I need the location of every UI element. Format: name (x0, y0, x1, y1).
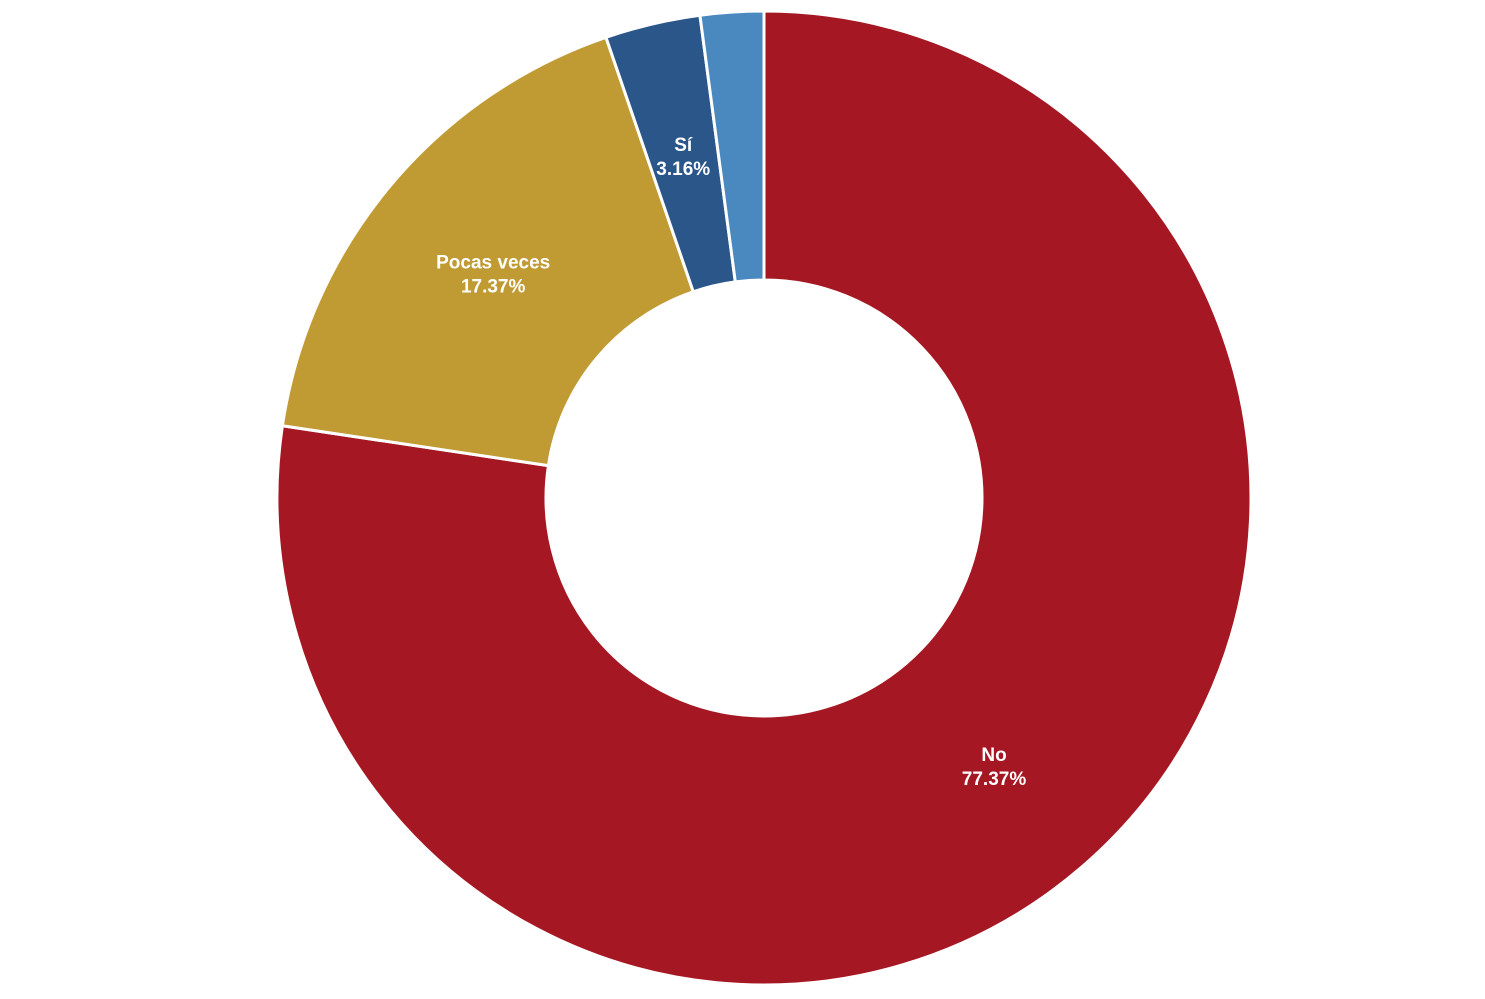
slice-category-label: Sí (674, 135, 693, 156)
slices-layer (275, 9, 1253, 987)
labels-layer: No 77.37% Pocas veces 17.37% Sí 3.16% (436, 135, 1026, 790)
slice-label-pocas-veces: Pocas veces 17.37% (436, 252, 550, 297)
slice-category-label: No (981, 745, 1006, 766)
slice-value-label: 3.16% (656, 159, 710, 180)
slice-value-label: 17.37% (461, 276, 526, 297)
slice-unlabeled (698, 9, 766, 284)
slice-label-no: No 77.37% (962, 745, 1027, 790)
slice-pocas-veces (280, 35, 695, 468)
slice-label-s: Sí 3.16% (656, 135, 710, 180)
slice-category-label: Pocas veces (436, 252, 550, 273)
slice-no (275, 9, 1253, 987)
slice-value-label: 77.37% (962, 769, 1027, 790)
